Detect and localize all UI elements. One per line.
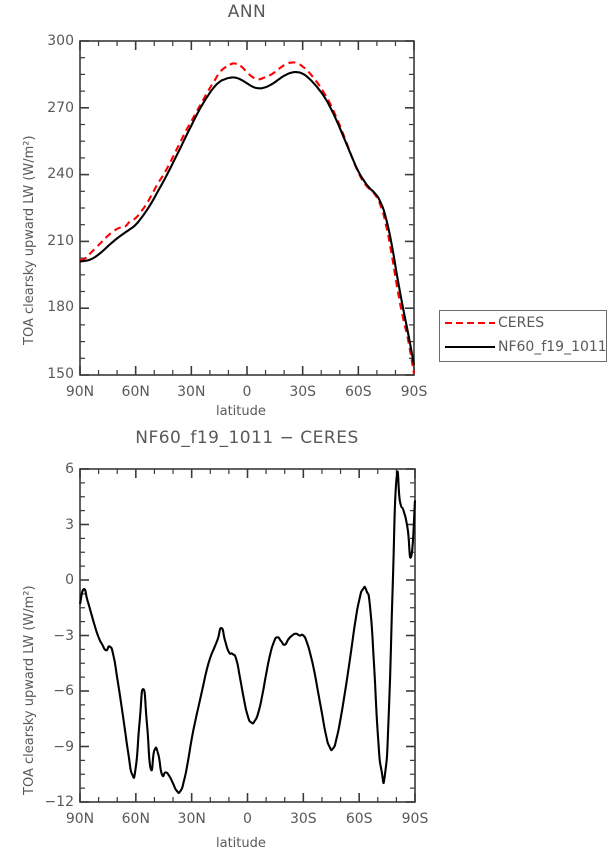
chart-plot-area-bottom xyxy=(78,468,417,803)
y-tick-label: 300 xyxy=(47,33,74,49)
y-tick-label: 210 xyxy=(47,232,74,249)
y-tick-label: 6 xyxy=(65,461,74,477)
chart-legend: CERES NF60_f19_1011 xyxy=(439,310,607,362)
x-tick-label: 60S xyxy=(344,384,372,400)
y-tick-label: −6 xyxy=(53,683,74,699)
x-tick-label: 30S xyxy=(289,384,317,400)
x-tick-label: 30S xyxy=(289,811,317,827)
y-tick-label: −3 xyxy=(53,627,74,644)
y-tick-label: −9 xyxy=(53,738,74,755)
y-tick-label: 240 xyxy=(47,166,74,183)
x-tick-label: 90S xyxy=(400,384,428,400)
x-axis-label-top: latitude xyxy=(216,404,266,419)
chart-title-top: ANN xyxy=(227,2,267,22)
x-tick-label: 90S xyxy=(401,811,429,827)
legend-label: NF60_f19_1011 xyxy=(498,339,607,355)
y-tick-label: 3 xyxy=(65,516,74,533)
x-tick-label: 30N xyxy=(177,384,206,400)
chart-plot-area-top xyxy=(79,40,416,376)
x-tick-label: 90N xyxy=(65,811,95,827)
x-tick-label: 30N xyxy=(177,811,206,827)
y-tick-label: 180 xyxy=(47,299,74,316)
y-tick-label: 150 xyxy=(47,366,74,382)
legend-label: CERES xyxy=(498,315,545,331)
legend-swatch-ceres xyxy=(445,322,495,324)
legend-swatch-model xyxy=(445,346,495,348)
x-tick-label: 60N xyxy=(121,811,150,827)
legend-item: NF60_f19_1011 xyxy=(440,335,607,359)
x-tick-label: 60S xyxy=(345,811,373,827)
chart-title-bottom: NF60_f19_1011 − CERES xyxy=(135,428,359,448)
x-tick-label: 60N xyxy=(121,384,150,400)
x-axis-label-bottom: latitude xyxy=(216,836,266,851)
chart-panel-bottom: NF60_f19_1011 − CERES TOA clearsky upwar… xyxy=(0,420,610,861)
x-tick-label: 0 xyxy=(242,384,252,400)
legend-item: CERES xyxy=(440,311,606,335)
y-tick-label: 270 xyxy=(47,99,74,116)
y-tick-label: −12 xyxy=(44,794,74,810)
x-tick-label: 90N xyxy=(65,384,95,400)
chart-panel-top: ANN TOA clearsky upward LW (W/m²) latitu… xyxy=(0,0,610,420)
y-tick-label: 0 xyxy=(65,572,74,588)
x-tick-label: 0 xyxy=(243,811,252,827)
